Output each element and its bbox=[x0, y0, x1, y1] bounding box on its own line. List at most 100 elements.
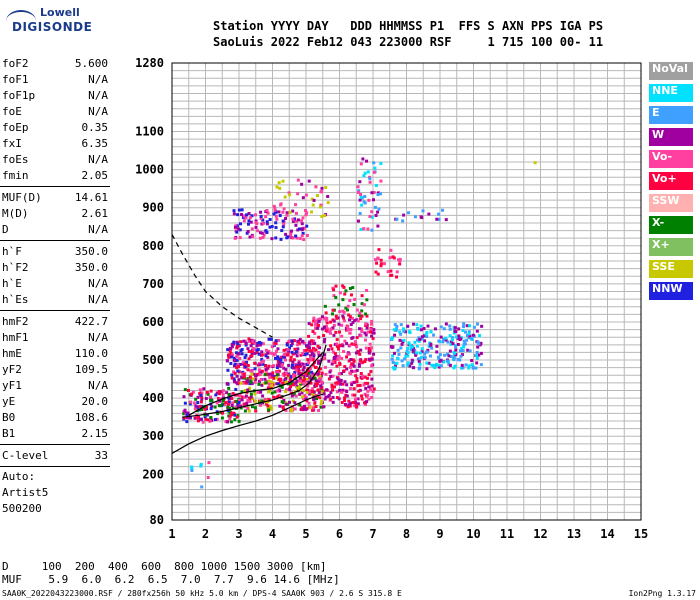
echo-point bbox=[347, 359, 351, 363]
echo-point bbox=[298, 236, 302, 240]
echo-point bbox=[392, 351, 396, 355]
echo-point bbox=[294, 394, 298, 398]
echo-point bbox=[196, 395, 200, 399]
echo-point bbox=[369, 346, 373, 350]
echo-point bbox=[439, 358, 443, 362]
echo-point bbox=[344, 326, 348, 330]
echo-point bbox=[242, 339, 246, 343]
x-tick-label: 3 bbox=[235, 527, 242, 541]
echo-point bbox=[448, 363, 452, 367]
echo-point bbox=[246, 347, 250, 351]
echo-point bbox=[325, 321, 329, 325]
echo-point bbox=[311, 390, 315, 394]
echo-point bbox=[364, 386, 368, 390]
echo-point bbox=[398, 262, 402, 266]
echo-point bbox=[330, 383, 334, 387]
echo-point bbox=[252, 372, 256, 376]
echo-point bbox=[395, 217, 399, 221]
echo-point bbox=[273, 208, 277, 212]
echo-point bbox=[265, 220, 269, 224]
echo-point bbox=[261, 342, 265, 346]
legend-item-sse: SSE bbox=[649, 260, 693, 278]
echo-point bbox=[292, 373, 296, 377]
echo-point bbox=[198, 392, 202, 396]
echo-point bbox=[326, 327, 330, 331]
echo-point bbox=[275, 349, 279, 353]
echo-point bbox=[286, 375, 290, 379]
echo-point bbox=[284, 388, 288, 392]
echo-point bbox=[333, 352, 337, 356]
echo-point bbox=[307, 322, 311, 326]
echo-point bbox=[250, 372, 254, 376]
y-tick-label: 700 bbox=[142, 277, 164, 291]
echo-point bbox=[266, 211, 270, 215]
echo-point bbox=[379, 262, 383, 266]
echo-point bbox=[358, 359, 362, 363]
echo-point bbox=[345, 394, 349, 398]
echo-point bbox=[285, 353, 289, 357]
echo-point bbox=[282, 207, 286, 211]
echo-point bbox=[406, 361, 410, 365]
echo-point bbox=[406, 354, 410, 358]
echo-point bbox=[320, 315, 324, 319]
echo-point bbox=[249, 338, 253, 342]
echo-point bbox=[225, 359, 229, 363]
echo-point bbox=[230, 353, 234, 357]
echo-point bbox=[317, 353, 321, 357]
echo-point bbox=[347, 403, 351, 407]
echo-point bbox=[346, 304, 350, 308]
echo-point bbox=[317, 351, 321, 355]
echo-point bbox=[322, 334, 326, 338]
echo-point bbox=[452, 356, 456, 360]
echo-point bbox=[218, 399, 222, 403]
legend-item-w: W bbox=[649, 128, 693, 146]
echo-point bbox=[314, 185, 318, 189]
echo-point bbox=[229, 346, 233, 350]
echo-point bbox=[312, 319, 316, 323]
echo-point bbox=[353, 404, 357, 408]
echo-point bbox=[390, 337, 394, 341]
echo-point bbox=[348, 318, 352, 322]
echo-point bbox=[348, 387, 352, 391]
param-value: 350.0 bbox=[74, 261, 108, 274]
echo-point bbox=[437, 339, 441, 343]
echo-point bbox=[289, 229, 293, 233]
echo-point bbox=[325, 388, 329, 392]
echo-point bbox=[337, 322, 341, 326]
echo-point bbox=[262, 233, 266, 237]
echo-point bbox=[298, 338, 302, 342]
echo-point bbox=[461, 366, 465, 370]
echo-point bbox=[284, 408, 288, 412]
echo-point bbox=[290, 394, 294, 398]
echo-point bbox=[254, 374, 258, 378]
echo-point bbox=[248, 399, 252, 403]
echo-point bbox=[447, 354, 451, 358]
echo-point bbox=[264, 348, 268, 352]
echo-point bbox=[296, 343, 300, 347]
echo-point bbox=[236, 213, 240, 217]
echo-point bbox=[365, 376, 369, 380]
echo-point bbox=[437, 355, 441, 359]
echo-point bbox=[339, 378, 343, 382]
echo-point bbox=[245, 360, 249, 364]
echo-point bbox=[196, 401, 200, 405]
legend-item-vo: Vo- bbox=[649, 150, 693, 168]
echo-point bbox=[275, 382, 279, 386]
echo-point bbox=[227, 386, 231, 390]
param-value: 2.15 bbox=[81, 427, 109, 440]
echo-point bbox=[273, 341, 277, 345]
echo-point bbox=[300, 380, 304, 384]
echo-point bbox=[284, 377, 288, 381]
echo-point bbox=[282, 407, 286, 411]
echo-point bbox=[323, 365, 327, 369]
echo-point bbox=[433, 366, 437, 370]
echo-point bbox=[182, 416, 186, 420]
echo-point bbox=[289, 409, 293, 413]
echo-point bbox=[242, 219, 246, 223]
echo-point bbox=[306, 358, 310, 362]
echo-point bbox=[340, 334, 344, 338]
echo-point bbox=[352, 380, 356, 384]
param-key: hmF2 bbox=[2, 315, 29, 328]
echo-point bbox=[304, 397, 308, 401]
echo-point bbox=[348, 315, 352, 319]
